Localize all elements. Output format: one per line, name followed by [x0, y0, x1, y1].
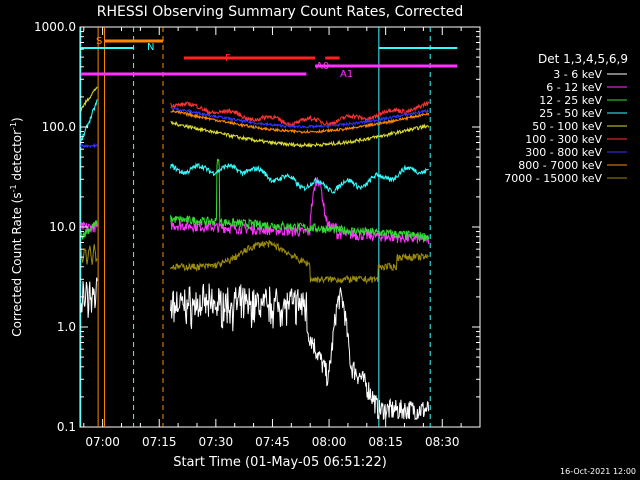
series-800-7000keV-line: [170, 109, 430, 135]
series-segment: [80, 244, 98, 265]
legend-label: 7000 - 15000 keV: [504, 172, 602, 185]
x-tick-label: 08:00: [312, 435, 347, 449]
plot-frame: [79, 26, 481, 428]
series-segment: [170, 106, 429, 129]
legend-title: Det 1,3,4,5,6,9: [538, 52, 628, 66]
x-tick-label: 07:15: [142, 435, 177, 449]
y-tick-label: 10.0: [49, 220, 76, 234]
legend-label: 6 - 12 keV: [546, 81, 602, 94]
legend-label: 800 - 7000 keV: [518, 159, 602, 172]
series-50-100keV-line: [80, 86, 430, 149]
series-segment: [170, 109, 430, 135]
flare-flag-label: F: [225, 53, 231, 64]
series-12-25keV-line: [80, 158, 430, 242]
series-100-300keV-line: [170, 100, 430, 128]
y-tick-label: 1.0: [57, 320, 76, 334]
saa-flag-label: S: [96, 36, 102, 47]
series-6-12keV-line: [80, 177, 430, 245]
series-segment: [170, 283, 430, 421]
night-flag-label: N: [147, 42, 154, 53]
x-tick-label: 07:00: [85, 435, 120, 449]
series-segment: [170, 177, 430, 245]
chart-title: RHESSI Observing Summary Count Rates, Co…: [97, 4, 463, 20]
series-segment: [80, 99, 98, 142]
x-tick-label: 08:15: [368, 435, 403, 449]
legend-label: 300 - 800 keV: [525, 146, 602, 159]
legend-label: 50 - 100 keV: [532, 120, 602, 133]
series-segment: [80, 86, 98, 112]
series-7000-15000keV-line: [80, 240, 429, 285]
x-tick-label: 07:30: [199, 435, 234, 449]
series-25-50keV-line: [80, 99, 429, 194]
legend-label: 12 - 25 keV: [539, 94, 602, 107]
legend-label: 100 - 300 keV: [525, 133, 602, 146]
x-tick-label: 08:30: [425, 435, 460, 449]
series-3-6keV-line: [80, 277, 430, 421]
series-segment: [80, 277, 98, 318]
series-300-800keV-line: [80, 106, 429, 149]
series-segment: [80, 220, 98, 240]
series-segment: [170, 162, 429, 194]
data-series-layer: [80, 86, 430, 421]
x-axis-label: Start Time (01-May-05 06:51:22): [173, 455, 387, 470]
y-tick-label: 1000.0: [34, 20, 76, 34]
series-segment: [80, 142, 98, 149]
series-segment: [170, 158, 430, 242]
attenuator-flags: S N F A0 A1: [80, 27, 458, 427]
x-tick-label: 07:45: [255, 435, 290, 449]
generation-timestamp: 16-Oct-2021 12:00: [560, 467, 636, 476]
legend-label: 3 - 6 keV: [553, 68, 602, 81]
y-axis-label: Corrected Count Rate (s-1 detector-1): [9, 117, 24, 336]
attenuator-a1-label: A1: [340, 69, 353, 80]
y-tick-label: 100.0: [42, 120, 76, 134]
y-tick-label: 0.1: [57, 420, 76, 434]
axes-layer: 0.1 1.0 10.0 100.0 1000.0 07:00 07:15 07:30 07:4…: [34, 20, 480, 449]
legend-label: 25 - 50 keV: [539, 107, 602, 120]
attenuator-a0-label: A0: [316, 61, 329, 72]
series-segment: [170, 100, 430, 128]
series-segment: [170, 240, 429, 285]
series-segment: [170, 120, 430, 149]
